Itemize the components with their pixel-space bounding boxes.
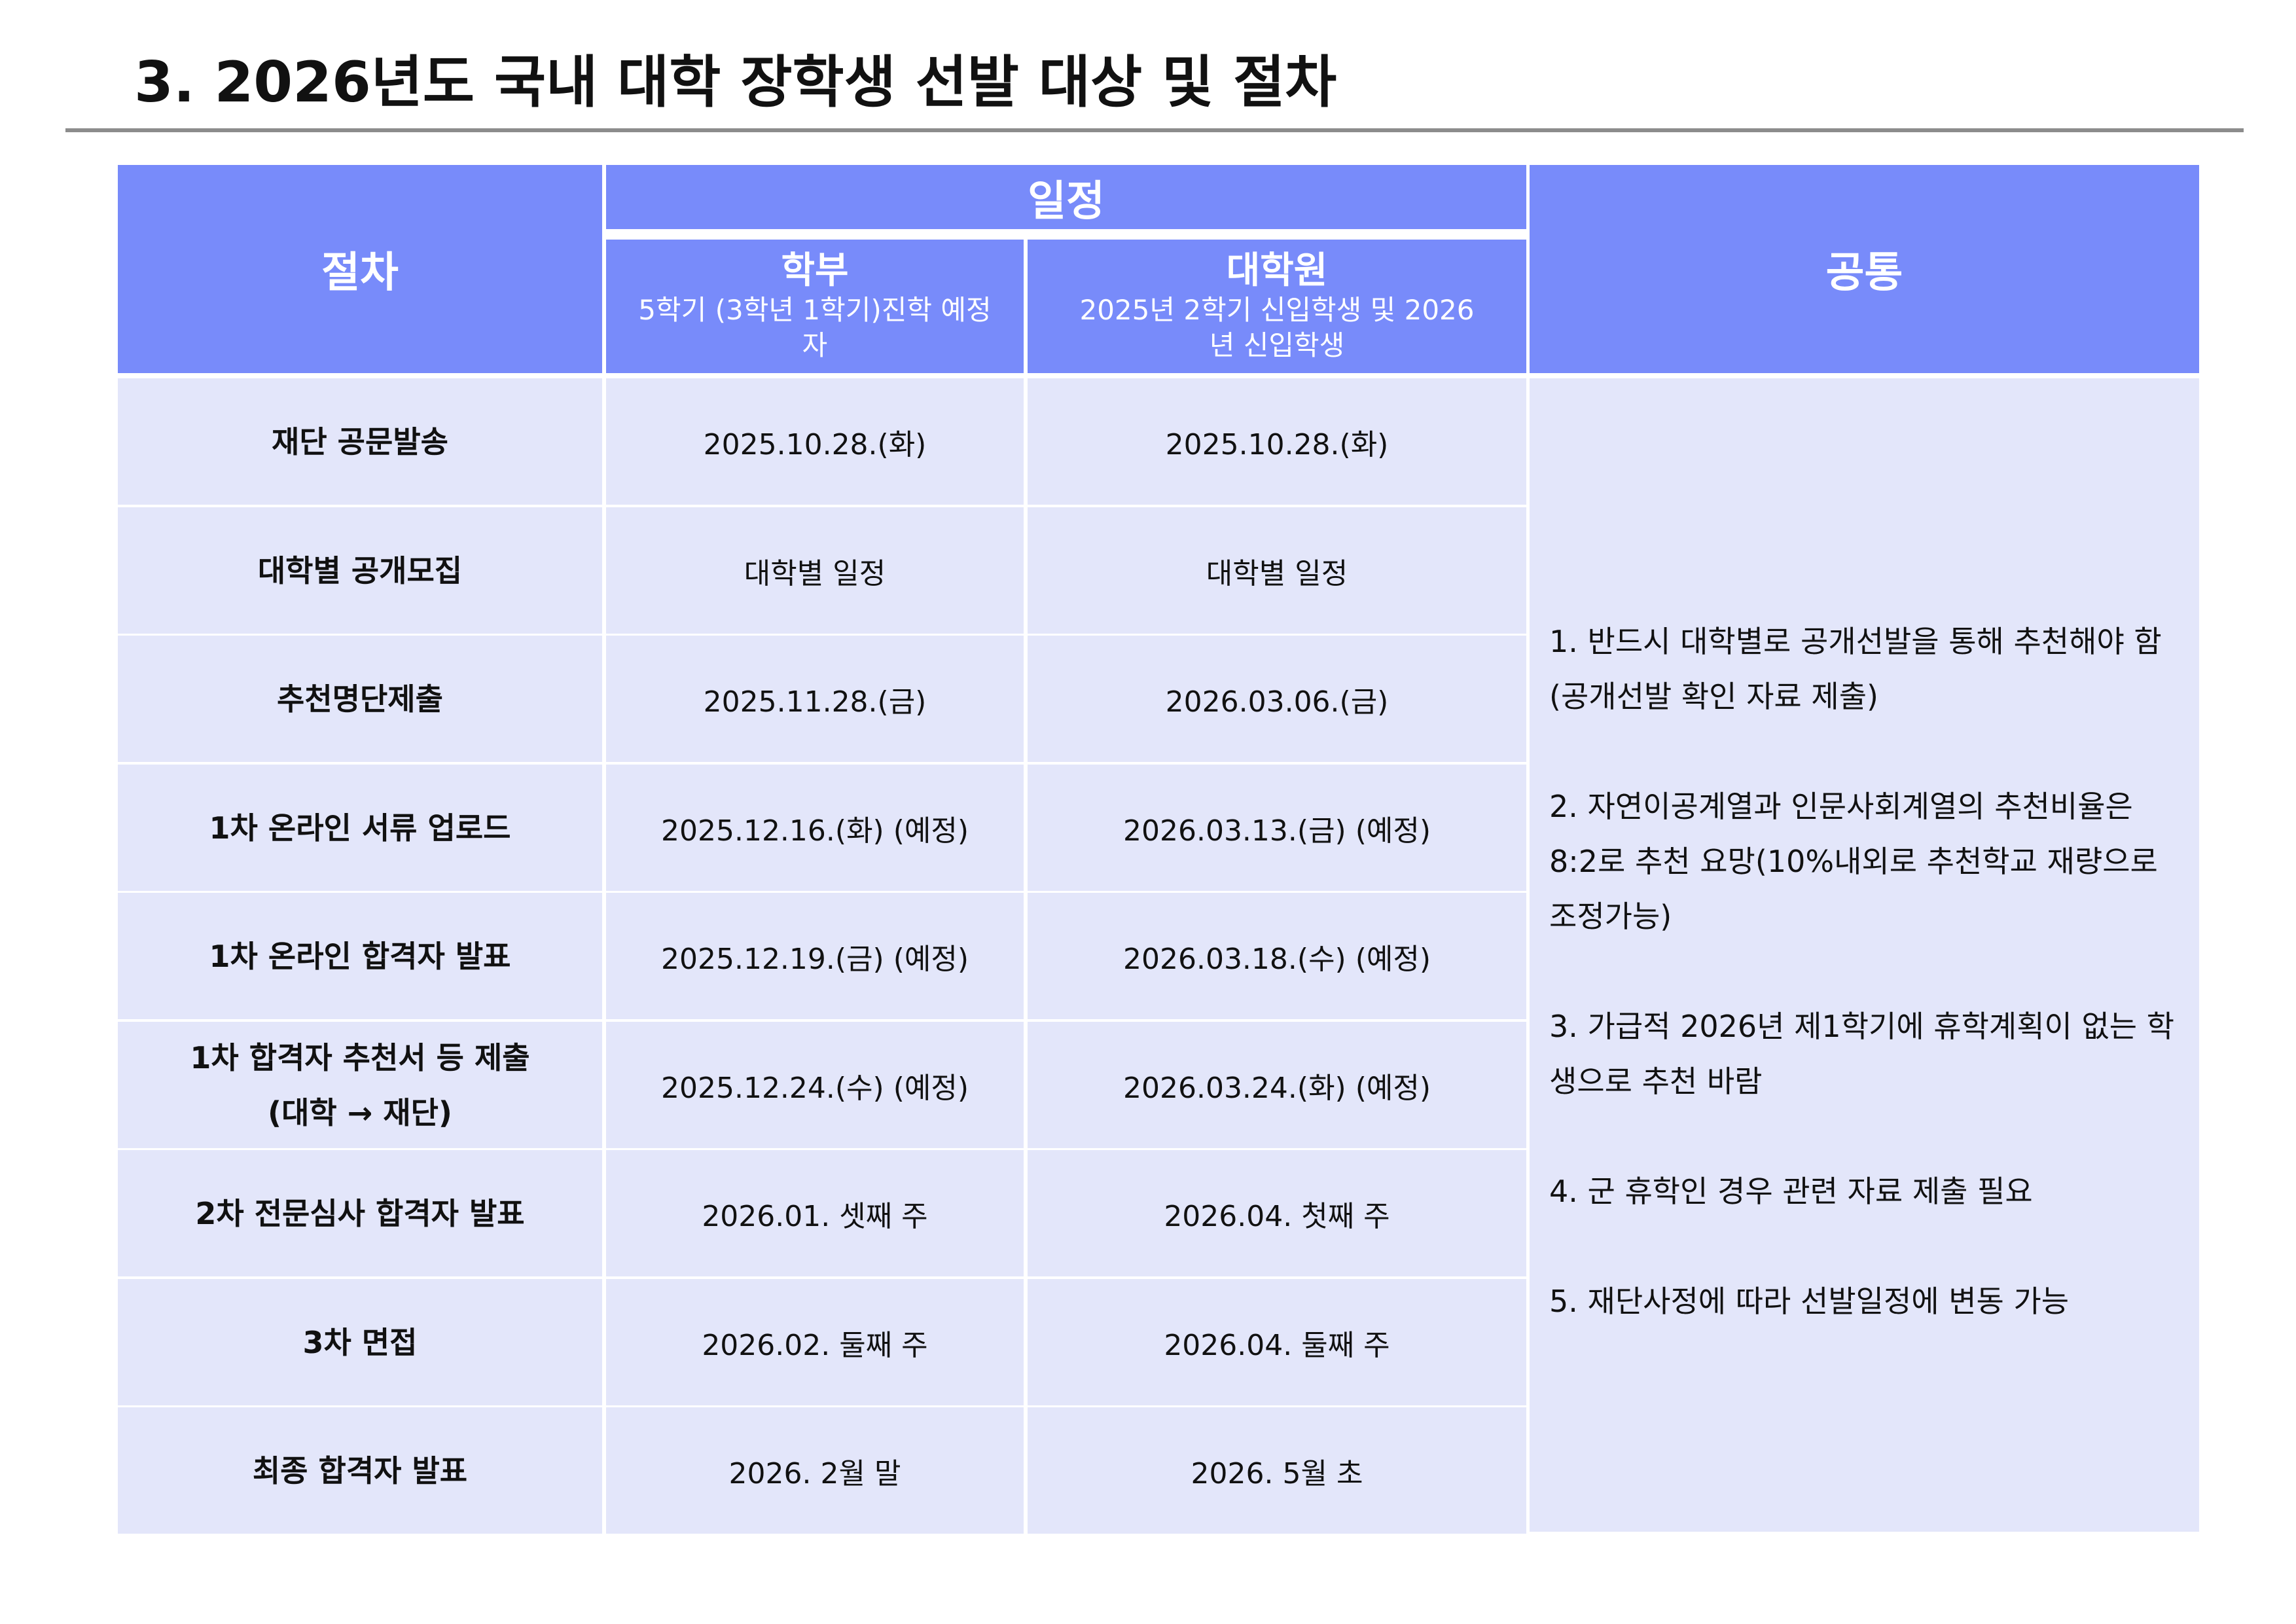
cell-grad: 대학별 일정 (1028, 507, 1526, 634)
common-note: 5. 재단사정에 따라 선발일정에 변동 가능 (1549, 1284, 2070, 1319)
procedure-label: 1차 합격자 추천서 등 제출 (190, 1039, 530, 1075)
procedure-label: 3차 면접 (302, 1324, 418, 1360)
cell-grad: 2025.10.28.(화) (1028, 378, 1526, 505)
cell-undergrad: 2025.12.16.(화) (예정) (606, 765, 1024, 891)
cell-procedure: 1차 온라인 서류 업로드 (118, 765, 602, 891)
cell-grad: 2026.04. 첫째 주 (1028, 1150, 1526, 1276)
cell-undergrad: 2026. 2월 말 (606, 1407, 1024, 1534)
cell-grad: 2026.04. 둘째 주 (1028, 1279, 1526, 1405)
cell-undergrad: 2025.12.24.(수) (예정) (606, 1022, 1024, 1148)
common-note: 1. 반드시 대학별로 공개선발을 통해 추천해야 함(공개선발 확인 자료 제… (1549, 624, 2162, 714)
title-divider (65, 128, 2244, 132)
cell-grad: 2026.03.24.(화) (예정) (1028, 1022, 1526, 1148)
common-notes: 1. 반드시 대학별로 공개선발을 통해 추천해야 함(공개선발 확인 자료 제… (1530, 378, 2199, 1532)
cell-procedure: 대학별 공개모집 (118, 507, 602, 634)
cell-procedure: 추천명단제출 (118, 636, 602, 762)
procedure-label: 대학별 공개모집 (257, 552, 463, 588)
procedure-label: (대학 → 재단) (268, 1094, 452, 1130)
header-procedure: 절차 (118, 165, 602, 373)
header-undergrad-title: 학부 (781, 249, 849, 292)
header-undergrad-desc: 5학기 (3학년 1학기)진학 예정자 (638, 294, 992, 361)
header-divider (602, 229, 1526, 234)
cell-grad: 2026.03.06.(금) (1028, 636, 1526, 762)
cell-undergrad: 2025.11.28.(금) (606, 636, 1024, 762)
header-grad-title: 대학원 (1226, 249, 1328, 292)
common-note: 2. 자연이공계열과 인문사회계열의 추천비율은 8:2로 추천 요망(10%내… (1549, 789, 2158, 934)
header-grad: 대학원 2025년 2학기 신입학생 및 2026년 신입학생 (1028, 240, 1526, 373)
cell-undergrad: 2026.01. 셋째 주 (606, 1150, 1024, 1276)
cell-procedure: 1차 합격자 추천서 등 제출 (대학 → 재단) (118, 1022, 602, 1148)
common-note: 3. 가급적 2026년 제1학기에 휴학계획이 없는 학생으로 추천 바람 (1549, 1009, 2175, 1099)
page-title: 3. 2026년도 국내 대학 장학생 선발 대상 및 절차 (134, 50, 1337, 115)
procedure-label: 추천명단제출 (277, 681, 443, 717)
cell-procedure: 최종 합격자 발표 (118, 1407, 602, 1534)
cell-procedure: 2차 전문심사 합격자 발표 (118, 1150, 602, 1276)
procedure-label: 2차 전문심사 합격자 발표 (195, 1195, 525, 1231)
header-undergrad: 학부 5학기 (3학년 1학기)진학 예정자 (606, 240, 1024, 373)
header-schedule: 일정 (606, 165, 1526, 230)
cell-grad: 2026.03.18.(수) (예정) (1028, 893, 1526, 1019)
cell-undergrad: 대학별 일정 (606, 507, 1024, 634)
cell-grad: 2026.03.13.(금) (예정) (1028, 765, 1526, 891)
cell-undergrad: 2026.02. 둘째 주 (606, 1279, 1024, 1405)
cell-grad: 2026. 5월 초 (1028, 1407, 1526, 1534)
cell-procedure: 재단 공문발송 (118, 378, 602, 505)
cell-procedure: 3차 면접 (118, 1279, 602, 1405)
common-note: 4. 군 휴학인 경우 관련 자료 제출 필요 (1549, 1174, 2033, 1209)
cell-undergrad: 2025.12.19.(금) (예정) (606, 893, 1024, 1019)
header-grad-desc: 2025년 2학기 신입학생 및 2026년 신입학생 (1079, 294, 1475, 361)
cell-procedure: 1차 온라인 합격자 발표 (118, 893, 602, 1019)
procedure-label: 1차 온라인 합격자 발표 (209, 938, 511, 974)
cell-undergrad: 2025.10.28.(화) (606, 378, 1024, 505)
procedure-label: 재단 공문발송 (272, 424, 448, 460)
procedure-label: 1차 온라인 서류 업로드 (209, 810, 511, 846)
header-common: 공통 (1530, 165, 2199, 373)
procedure-label: 최종 합격자 발표 (252, 1453, 468, 1489)
